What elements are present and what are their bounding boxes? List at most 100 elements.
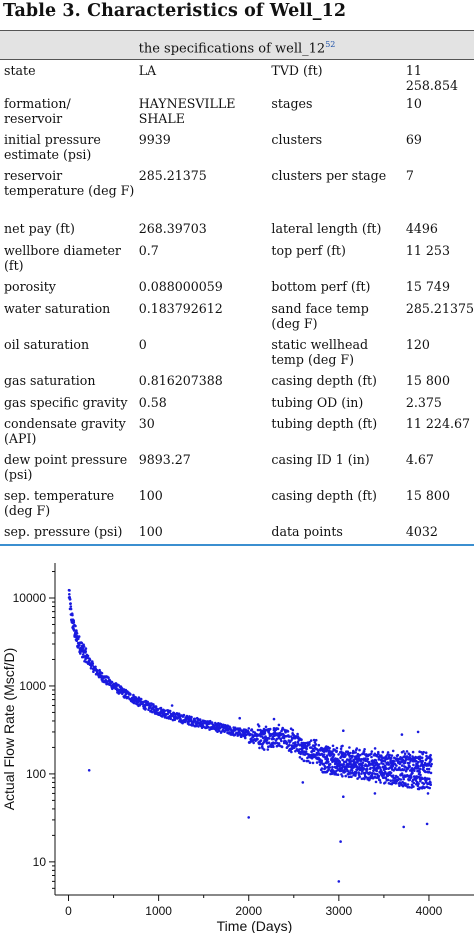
data-point <box>386 753 389 756</box>
data-point <box>309 739 313 742</box>
parameter-value: 285.21375 <box>138 168 207 183</box>
x-axis-title: Time (Days) <box>217 918 293 933</box>
data-point <box>401 773 404 777</box>
data-point <box>300 757 304 761</box>
data-point <box>421 759 424 763</box>
data-point <box>208 719 212 723</box>
data-point <box>151 710 154 714</box>
data-point <box>322 762 326 766</box>
data-point <box>68 596 71 599</box>
data-point <box>314 754 317 757</box>
data-point <box>189 718 193 722</box>
data-point <box>363 777 366 781</box>
data-point <box>156 707 160 711</box>
data-point <box>418 771 422 774</box>
data-point <box>398 766 401 769</box>
data-point <box>127 695 130 699</box>
data-point <box>420 751 423 754</box>
data-point <box>400 733 404 736</box>
data-point <box>110 680 114 684</box>
data-point <box>344 760 348 764</box>
data-point <box>386 778 390 782</box>
parameter-name: bottom perf (ft) <box>271 279 371 294</box>
data-point <box>258 746 261 750</box>
data-point <box>307 759 310 763</box>
data-point <box>370 750 374 753</box>
data-point <box>77 637 80 640</box>
parameter-value: LA <box>138 63 157 78</box>
data-point <box>392 774 395 777</box>
data-point <box>218 726 222 730</box>
data-point <box>396 775 399 779</box>
data-point <box>375 769 379 773</box>
data-point <box>259 739 263 742</box>
data-point <box>107 676 110 679</box>
data-point <box>272 745 275 749</box>
data-point <box>414 779 418 782</box>
data-point <box>403 752 407 755</box>
data-point <box>404 782 407 785</box>
parameter-value: 0.7 <box>138 243 159 258</box>
data-point <box>402 777 406 781</box>
data-point <box>370 755 373 759</box>
data-point <box>374 759 378 762</box>
data-point <box>340 750 343 753</box>
table-row: sep. pressure (psi) 100 data points 4032 <box>0 521 474 543</box>
parameter-value: HAYNESVILLE SHALE <box>138 96 236 126</box>
data-point <box>276 727 280 731</box>
data-point <box>298 756 302 759</box>
data-point <box>410 769 414 773</box>
parameter-name: sep. temperature (deg F) <box>4 488 115 518</box>
parameter-name: sep. pressure (psi) <box>4 524 123 539</box>
data-point <box>305 747 309 751</box>
data-point <box>322 753 326 756</box>
data-point <box>177 712 181 716</box>
y-axis-title: Actual Flow Rate (Mscf/D) <box>1 648 17 811</box>
data-point <box>328 762 332 766</box>
data-point <box>429 783 433 786</box>
data-point <box>182 713 186 717</box>
caption-reference-link[interactable]: 52 <box>325 40 336 49</box>
table-row: gas specific gravity 0.58 tubing OD (in) 2.… <box>0 392 474 413</box>
data-point <box>338 760 342 764</box>
parameter-name: casing depth (ft) <box>271 488 377 503</box>
data-point <box>423 786 426 789</box>
parameter-value: 9893.27 <box>138 452 191 467</box>
table-row: condensate gravity (API) 30 tubing depth (… <box>0 413 474 449</box>
data-point <box>256 728 260 732</box>
data-point <box>427 770 431 774</box>
table-row: oil saturation 0 static wellhead temp (deg… <box>0 334 474 370</box>
parameter-value: 0.58 <box>138 395 167 410</box>
data-point <box>247 816 250 819</box>
data-point <box>408 765 412 768</box>
data-point <box>91 664 94 667</box>
data-point <box>379 781 382 784</box>
data-point <box>154 705 158 708</box>
data-point <box>350 769 354 772</box>
data-point <box>378 778 382 782</box>
data-point <box>207 725 210 729</box>
data-point <box>260 729 263 732</box>
data-point <box>417 765 420 768</box>
data-point <box>410 776 413 779</box>
data-point <box>311 761 315 765</box>
data-point <box>411 750 415 754</box>
parameter-value: 0.816207388 <box>138 373 223 388</box>
data-point <box>123 696 126 699</box>
data-point <box>384 781 387 784</box>
data-point <box>342 795 345 798</box>
data-point <box>390 756 393 760</box>
data-point <box>369 766 373 770</box>
data-point <box>342 729 345 732</box>
data-point <box>370 774 374 777</box>
data-point <box>425 754 428 758</box>
data-point <box>139 697 143 701</box>
data-point <box>311 747 315 751</box>
data-point <box>89 666 93 670</box>
data-point <box>335 766 339 770</box>
data-point <box>79 652 82 655</box>
data-point <box>350 775 353 779</box>
data-point <box>377 763 381 766</box>
data-point <box>84 647 88 650</box>
data-point <box>348 751 352 755</box>
